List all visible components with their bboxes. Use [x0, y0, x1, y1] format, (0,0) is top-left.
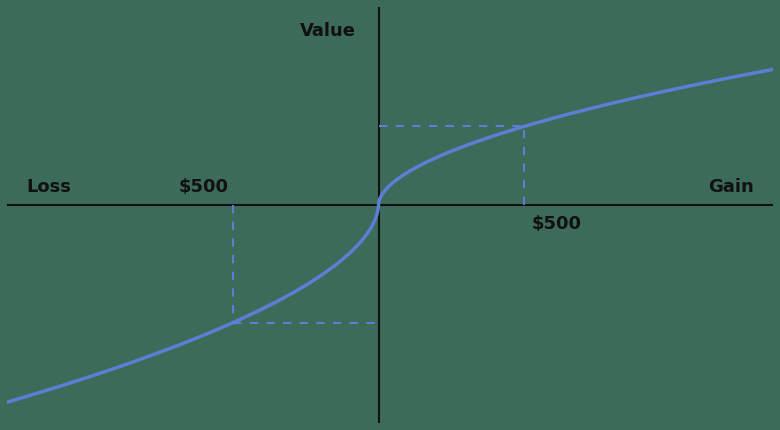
Text: $500: $500: [179, 178, 229, 196]
Text: Value: Value: [300, 22, 356, 40]
Text: $500: $500: [532, 215, 582, 233]
Text: Loss: Loss: [26, 178, 71, 196]
Text: Gain: Gain: [708, 178, 754, 196]
